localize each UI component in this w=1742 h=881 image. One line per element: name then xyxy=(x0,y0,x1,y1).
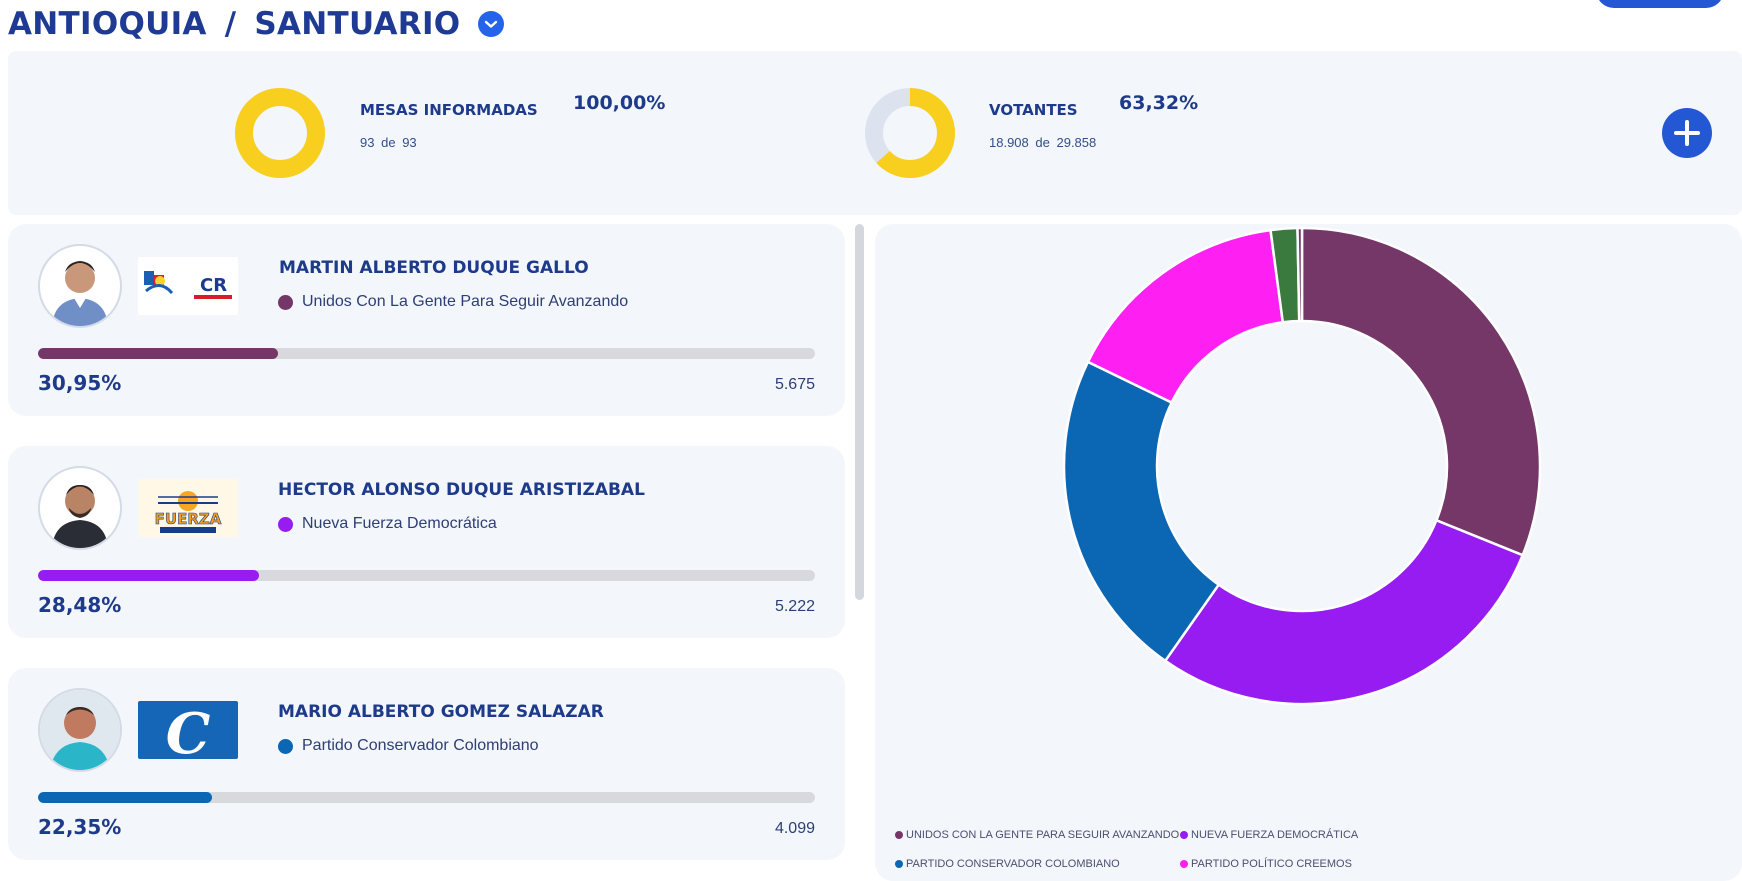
vote-progress-fill xyxy=(38,792,212,803)
vote-progress-bar xyxy=(38,792,815,803)
candidate-card[interactable]: FUERZA HECTOR ALONSO DUQUE ARISTIZABAL N… xyxy=(8,446,845,638)
plus-icon[interactable] xyxy=(1662,108,1712,158)
stats-panel: MESAS INFORMADAS 100,00% 93 de 93 VOTANT… xyxy=(8,51,1742,215)
legend-item[interactable]: PARTIDO POLÍTICO CREEMOS xyxy=(1180,858,1352,870)
donut-slice[interactable] xyxy=(1163,518,1525,706)
legend-item[interactable]: UNIDOS CON LA GENTE PARA SEGUIR AVANZAND… xyxy=(895,829,1179,841)
candidate-name: MARIO ALBERTO GOMEZ SALAZAR xyxy=(278,702,604,722)
mesas-count: 93 de 93 xyxy=(360,135,417,150)
candidate-card[interactable]: C MARIO ALBERTO GOMEZ SALAZAR Partido Co… xyxy=(8,668,845,860)
partido-conservador-logo: C xyxy=(138,701,238,759)
candidate-votes: 4.099 xyxy=(774,820,815,837)
mesas-ring-icon xyxy=(235,88,325,178)
candidate-avatar xyxy=(38,244,122,328)
logo-text: C xyxy=(166,701,211,759)
donut-slice[interactable] xyxy=(1062,360,1221,663)
municipality-name: SANTUARIO xyxy=(254,6,461,42)
legend-dot xyxy=(1180,860,1188,868)
nueva-fuerza-democratica-logo: FUERZA xyxy=(138,479,238,537)
legend-dot xyxy=(1180,831,1188,839)
party-color-dot xyxy=(278,516,293,532)
logo-text: CR xyxy=(200,275,227,296)
candidate-votes: 5.222 xyxy=(774,598,815,615)
legend-item[interactable]: NUEVA FUERZA DEMOCRÁTICA xyxy=(1180,829,1358,841)
votantes-label: VOTANTES xyxy=(989,101,1078,119)
donut-slice[interactable] xyxy=(1086,228,1285,405)
mesas-ring-fill xyxy=(235,88,325,178)
top-action-button[interactable] xyxy=(1596,0,1724,8)
candidate-party: Nueva Fuerza Democrática xyxy=(278,515,497,533)
page-title: ANTIOQUIA / SANTUARIO xyxy=(8,6,460,42)
candidate-percent: 28,48% xyxy=(38,593,122,617)
party-color-dot xyxy=(278,294,293,310)
donut-slice[interactable] xyxy=(1300,226,1542,557)
vote-progress-bar xyxy=(38,348,815,359)
candidate-percent: 30,95% xyxy=(38,371,122,395)
donut-slice[interactable] xyxy=(1296,226,1304,323)
votantes-ring-fill xyxy=(865,88,955,178)
candidate-percent: 22,35% xyxy=(38,815,122,839)
legend-dot xyxy=(895,860,903,868)
mesas-informadas-stat: MESAS INFORMADAS 100,00% 93 de 93 xyxy=(8,51,708,215)
mesas-percent: 100,00% xyxy=(573,92,666,114)
votantes-percent: 63,32% xyxy=(1119,92,1199,114)
vote-progress-fill xyxy=(38,348,279,359)
candidate-avatar xyxy=(38,466,122,550)
list-scrollbar[interactable] xyxy=(855,224,864,600)
page-header: ANTIOQUIA / SANTUARIO xyxy=(8,4,505,44)
candidate-card[interactable]: CR MARTIN ALBERTO DUQUE GALLO Unidos Con… xyxy=(8,224,845,416)
votantes-stat: VOTANTES 63,32% 18.908 de 29.858 xyxy=(708,51,1508,215)
breadcrumb-separator: / xyxy=(224,6,237,42)
candidate-name: HECTOR ALONSO DUQUE ARISTIZABAL xyxy=(278,480,645,500)
candidate-votes: 5.675 xyxy=(774,376,815,393)
results-chart-panel: UNIDOS CON LA GENTE PARA SEGUIR AVANZAND… xyxy=(875,224,1742,881)
vote-progress-bar xyxy=(38,570,815,581)
department-name: ANTIOQUIA xyxy=(8,6,207,42)
mesas-label: MESAS INFORMADAS xyxy=(360,101,538,119)
votantes-count: 18.908 de 29.858 xyxy=(989,135,1097,150)
candidate-list[interactable]: CR MARTIN ALBERTO DUQUE GALLO Unidos Con… xyxy=(8,224,845,881)
party-color-dot xyxy=(278,738,293,754)
results-donut-chart xyxy=(1062,226,1542,706)
votantes-ring-icon xyxy=(865,88,955,178)
logo-text: FUERZA xyxy=(155,510,222,528)
candidate-party: Unidos Con La Gente Para Seguir Avanzand… xyxy=(278,293,628,311)
candidate-avatar xyxy=(38,688,122,772)
chevron-down-icon[interactable] xyxy=(478,11,505,37)
legend-dot xyxy=(895,831,903,839)
vote-progress-fill xyxy=(38,570,260,581)
unidos-cambio-radical-logo: CR xyxy=(138,257,238,315)
legend-item[interactable]: PARTIDO CONSERVADOR COLOMBIANO xyxy=(895,858,1120,870)
candidate-party: Partido Conservador Colombiano xyxy=(278,737,539,755)
candidate-name: MARTIN ALBERTO DUQUE GALLO xyxy=(279,258,589,278)
